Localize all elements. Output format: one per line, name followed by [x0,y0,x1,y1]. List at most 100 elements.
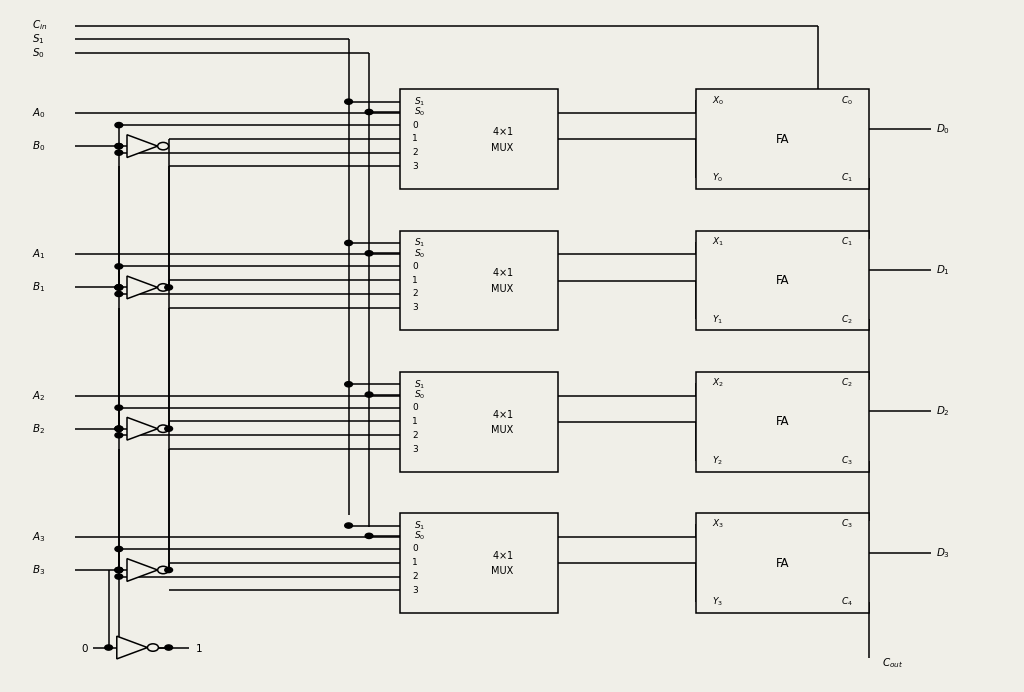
Circle shape [165,426,173,431]
Text: 0: 0 [412,403,418,412]
Text: $C_0$: $C_0$ [841,94,853,107]
Bar [696,513,869,613]
Text: $4{\times}1$: $4{\times}1$ [492,549,513,561]
Circle shape [115,426,123,431]
Polygon shape [127,417,158,440]
Text: MUX: MUX [492,143,514,152]
Text: MUX: MUX [492,284,514,294]
Text: $S_1$: $S_1$ [414,95,425,108]
Circle shape [345,240,352,246]
Text: $S_1$: $S_1$ [414,378,425,390]
Text: $X_3$: $X_3$ [712,518,724,530]
Text: $S_0$: $S_0$ [414,106,425,118]
Text: 0: 0 [412,262,418,271]
Bar [399,89,558,189]
Circle shape [115,285,123,290]
Circle shape [115,405,123,410]
Circle shape [158,425,169,432]
Circle shape [345,381,352,387]
Text: 2: 2 [412,148,418,157]
Circle shape [115,567,123,572]
Text: $S_0$: $S_0$ [32,46,45,60]
Circle shape [345,523,352,528]
Text: $C_1$: $C_1$ [842,172,853,185]
Text: FA: FA [776,556,790,570]
Text: $X_0$: $X_0$ [712,94,724,107]
Text: 1: 1 [412,275,418,284]
Circle shape [165,645,173,650]
Text: $B_0$: $B_0$ [32,139,45,153]
Text: $Y_1$: $Y_1$ [712,313,723,326]
Text: $A_3$: $A_3$ [32,530,46,544]
Circle shape [158,566,169,574]
Text: $S_0$: $S_0$ [414,247,425,260]
Text: $S_0$: $S_0$ [414,388,425,401]
Text: $A_1$: $A_1$ [32,248,46,262]
Bar [399,372,558,472]
Text: $A_2$: $A_2$ [32,389,45,403]
Text: $4{\times}1$: $4{\times}1$ [492,125,513,137]
Text: $X_2$: $X_2$ [712,376,724,389]
Text: $D_1$: $D_1$ [936,263,950,277]
Circle shape [366,251,373,256]
Text: $Y_2$: $Y_2$ [712,455,723,467]
Text: $C_3$: $C_3$ [842,518,853,530]
Circle shape [115,264,123,269]
Bar [696,89,869,189]
Text: 1: 1 [412,558,418,567]
Text: $Y_0$: $Y_0$ [712,172,723,185]
Text: $D_3$: $D_3$ [936,546,950,560]
Circle shape [147,644,159,651]
Circle shape [115,285,123,290]
Text: FA: FA [776,133,790,146]
Text: $D_2$: $D_2$ [936,405,949,419]
Text: FA: FA [776,415,790,428]
Text: $4{\times}1$: $4{\times}1$ [492,408,513,419]
Bar [696,372,869,472]
Text: $C_{out}$: $C_{out}$ [882,656,903,670]
Text: 0: 0 [412,120,418,129]
Circle shape [366,392,373,397]
Circle shape [366,534,373,538]
Text: 2: 2 [412,289,418,298]
Text: $0$: $0$ [81,641,89,653]
Text: MUX: MUX [492,425,514,435]
Polygon shape [127,558,158,581]
Circle shape [115,426,123,431]
Circle shape [115,143,123,149]
Text: $S_1$: $S_1$ [414,237,425,249]
Text: $C_4$: $C_4$ [841,596,853,608]
Bar [399,513,558,613]
Circle shape [115,122,123,128]
Text: 3: 3 [412,444,418,453]
Bar [696,230,869,331]
Circle shape [115,143,123,149]
Text: $S_0$: $S_0$ [414,529,425,542]
Text: 3: 3 [412,303,418,312]
Text: $C_2$: $C_2$ [842,376,853,389]
Text: 1: 1 [412,134,418,143]
Circle shape [158,284,169,291]
Polygon shape [117,636,147,659]
Circle shape [165,285,173,290]
Circle shape [115,547,123,552]
Text: $C_2$: $C_2$ [842,313,853,326]
Circle shape [115,567,123,572]
Circle shape [345,99,352,104]
Text: $B_3$: $B_3$ [32,563,45,577]
Circle shape [115,285,123,290]
Text: $C_{in}$: $C_{in}$ [32,19,47,33]
Text: $S_1$: $S_1$ [414,519,425,531]
Text: $B_2$: $B_2$ [32,422,45,435]
Text: FA: FA [776,274,790,287]
Text: $D_0$: $D_0$ [936,122,950,136]
Text: 0: 0 [412,545,418,554]
Text: 3: 3 [412,586,418,595]
Circle shape [104,645,113,650]
Circle shape [158,143,169,150]
Text: 2: 2 [412,430,418,439]
Text: $1$: $1$ [196,641,203,653]
Text: $B_1$: $B_1$ [32,280,45,294]
Circle shape [115,567,123,572]
Circle shape [115,150,123,155]
